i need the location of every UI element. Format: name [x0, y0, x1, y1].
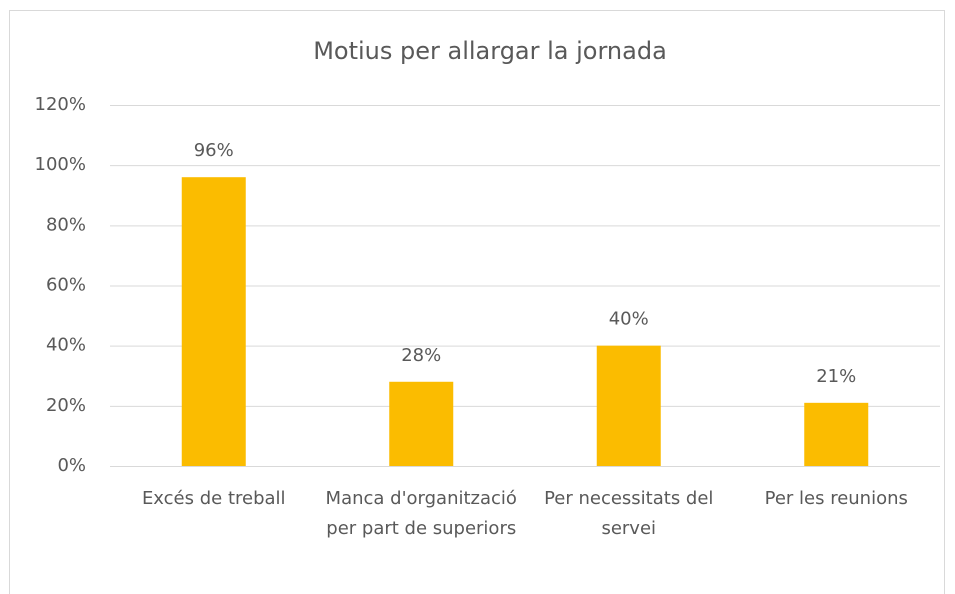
data-label: 40%	[609, 309, 649, 330]
data-label: 28%	[401, 345, 441, 366]
data-label: 21%	[816, 366, 856, 387]
y-tick-label: 100%	[35, 154, 86, 175]
bar	[804, 402, 869, 466]
y-tick-label: 0%	[57, 455, 86, 476]
y-tick-label: 60%	[46, 275, 86, 296]
bar	[389, 381, 454, 466]
chart-title: Motius per allargar la jornada	[313, 37, 667, 65]
y-tick-label: 80%	[46, 214, 86, 235]
bar	[596, 345, 661, 466]
y-tick-label: 20%	[46, 395, 86, 416]
y-tick-label: 40%	[46, 335, 86, 356]
x-tick-label: Excés de treball	[141, 488, 286, 509]
x-tick-label: Manca d'organització per part de superio…	[325, 488, 517, 539]
x-tick-label: Per necessitats del servei	[544, 488, 714, 539]
bar	[181, 177, 246, 466]
data-label: 96%	[194, 140, 234, 161]
chart-frame	[9, 10, 945, 594]
x-tick-label: Per les reunions	[764, 488, 908, 509]
y-tick-label: 120%	[35, 94, 86, 115]
